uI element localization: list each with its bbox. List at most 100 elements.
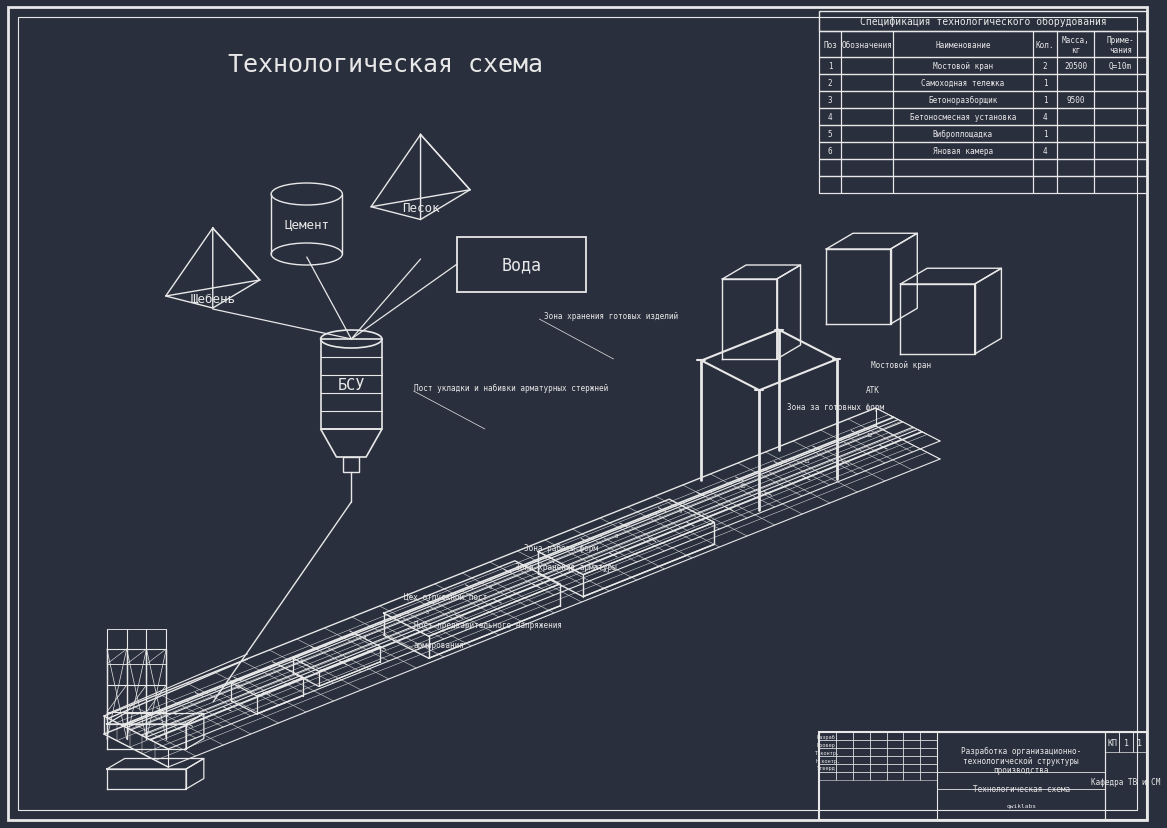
Text: Утверд.: Утверд. [817, 766, 839, 771]
Text: Н.контр.: Н.контр. [816, 758, 840, 763]
Text: Кол.: Кол. [1035, 41, 1054, 50]
Text: 1: 1 [1042, 96, 1047, 105]
Text: Мостовой кран: Мостовой кран [871, 360, 931, 369]
Bar [819, 732, 1147, 820]
Bar [819, 32, 841, 58]
Bar [937, 732, 1105, 820]
Text: 4: 4 [827, 113, 832, 122]
Bar [819, 126, 1147, 142]
Bar [1057, 142, 1095, 160]
Text: 11: 11 [803, 458, 810, 463]
Bar [853, 764, 869, 772]
Bar [869, 740, 887, 748]
Text: Поз: Поз [823, 41, 837, 50]
Text: Пост предварительного напряжения: Пост предварительного напряжения [413, 619, 561, 628]
Bar [1133, 732, 1147, 752]
Bar [893, 92, 1033, 108]
Text: Цемент: Цемент [285, 219, 329, 231]
Bar [1095, 177, 1147, 194]
Bar [841, 108, 893, 126]
Text: 7: 7 [552, 559, 555, 564]
Bar [1105, 732, 1119, 752]
Bar [837, 764, 853, 772]
Text: Обозначения: Обозначения [841, 41, 893, 50]
Text: 2: 2 [236, 685, 239, 690]
Bar [841, 92, 893, 108]
Bar [893, 75, 1033, 92]
Bar [819, 75, 841, 92]
Bar [819, 32, 1147, 58]
Text: Т.контр.: Т.контр. [816, 749, 840, 754]
Text: 1: 1 [1042, 79, 1047, 88]
Bar [887, 748, 903, 756]
Bar [903, 732, 921, 740]
Bar [819, 772, 837, 780]
Text: 5: 5 [827, 130, 832, 139]
Text: 5: 5 [426, 609, 429, 614]
Bar [1033, 75, 1057, 92]
Bar [1095, 58, 1147, 75]
Bar [869, 732, 887, 740]
Text: 6: 6 [827, 147, 832, 156]
Bar [819, 12, 1147, 32]
Bar [893, 108, 1033, 126]
Bar [819, 92, 1147, 108]
Bar [869, 748, 887, 756]
Bar [819, 764, 837, 772]
Bar [841, 160, 893, 177]
Text: 4: 4 [363, 634, 365, 639]
Text: Наименование: Наименование [935, 41, 991, 50]
Text: Зона за готовных форм: Зона за готовных форм [787, 403, 883, 412]
Bar [921, 748, 937, 756]
Bar [1057, 126, 1095, 142]
Text: АТК: АТК [866, 385, 880, 394]
Bar [921, 772, 937, 780]
Text: Самоходная тележка: Самоходная тележка [921, 79, 1005, 88]
Bar [819, 142, 1147, 160]
Bar [1033, 126, 1057, 142]
Bar [321, 339, 382, 430]
Bar [819, 108, 841, 126]
Text: Зона хранения готовых изделий: Зона хранения готовых изделий [544, 311, 678, 320]
Bar [1095, 75, 1147, 92]
Bar [837, 748, 853, 756]
Bar [1057, 177, 1095, 194]
Bar [887, 740, 903, 748]
Bar [1095, 32, 1147, 58]
Text: Масса,: Масса, [1062, 36, 1090, 45]
Bar [837, 772, 853, 780]
Text: 6: 6 [489, 584, 492, 589]
Bar [887, 732, 903, 740]
Bar [819, 177, 841, 194]
Bar [869, 756, 887, 764]
Text: 1: 1 [1042, 130, 1047, 139]
Bar [1033, 58, 1057, 75]
Bar [819, 732, 837, 740]
Bar [1057, 32, 1095, 58]
Bar [841, 58, 893, 75]
Text: чания: чания [1109, 46, 1132, 55]
Bar [1057, 108, 1095, 126]
Bar [819, 177, 1147, 194]
Bar [1057, 160, 1095, 177]
Bar [819, 740, 837, 748]
Text: Яновая камера: Яновая камера [932, 147, 993, 156]
Bar [819, 160, 841, 177]
Bar [1119, 732, 1133, 752]
Text: БСУ: БСУ [337, 377, 365, 392]
Text: производства: производства [993, 766, 1049, 774]
Text: Бетоносмесная установка: Бетоносмесная установка [909, 113, 1016, 122]
Text: Технологическая схема: Технологическая схема [972, 785, 1070, 793]
Text: 12: 12 [866, 433, 873, 438]
Bar [819, 58, 841, 75]
Bar [1057, 92, 1095, 108]
Text: Песок: Песок [401, 201, 439, 214]
Text: 1: 1 [827, 62, 832, 71]
Bar [869, 772, 887, 780]
Bar [853, 740, 869, 748]
Text: Приме-: Приме- [1106, 36, 1134, 45]
Bar [819, 160, 1147, 177]
Text: 1: 1 [173, 710, 176, 715]
Bar [819, 92, 841, 108]
Bar [921, 740, 937, 748]
